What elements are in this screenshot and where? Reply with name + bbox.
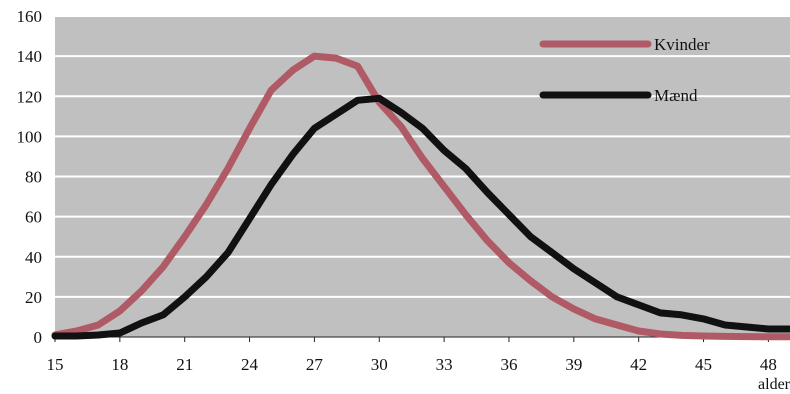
x-tick-label: 24 bbox=[241, 355, 259, 374]
x-tick-label: 36 bbox=[500, 355, 517, 374]
series-line-maend bbox=[51, 94, 790, 340]
gridlines bbox=[55, 15, 790, 338]
y-tick-label: 60 bbox=[25, 208, 42, 227]
x-tick-label: 48 bbox=[760, 355, 777, 374]
y-axis-ticks: 0 20 40 60 80 100 120 140 160 bbox=[17, 7, 43, 347]
y-tick-label: 40 bbox=[25, 248, 42, 267]
y-tick-label: 100 bbox=[17, 127, 43, 146]
x-tick-label: 30 bbox=[371, 355, 388, 374]
legend: Kvinder Mænd bbox=[539, 35, 710, 105]
x-tick-label: 21 bbox=[176, 355, 193, 374]
x-tick-label: 18 bbox=[111, 355, 128, 374]
y-tick-label: 0 bbox=[34, 328, 43, 347]
x-axis-ticks: 15 18 21 24 27 30 33 36 39 42 45 48 bbox=[47, 337, 777, 374]
y-tick-label: 120 bbox=[17, 87, 43, 106]
y-tick-label: 20 bbox=[25, 288, 42, 307]
x-tick-label: 39 bbox=[565, 355, 582, 374]
legend-label: Mænd bbox=[654, 86, 698, 105]
y-tick-label: 140 bbox=[17, 47, 43, 66]
series-lines bbox=[51, 52, 790, 341]
y-tick-label: 160 bbox=[17, 7, 43, 26]
legend-label: Kvinder bbox=[654, 35, 710, 54]
x-tick-label: 27 bbox=[306, 355, 324, 374]
x-tick-label: 45 bbox=[695, 355, 712, 374]
x-axis-title: alder bbox=[758, 376, 790, 393]
x-tick-label: 42 bbox=[630, 355, 647, 374]
x-tick-label: 15 bbox=[47, 355, 64, 374]
y-tick-label: 80 bbox=[25, 168, 42, 187]
x-tick-label: 33 bbox=[436, 355, 453, 374]
series-line-kvinder bbox=[51, 52, 790, 341]
